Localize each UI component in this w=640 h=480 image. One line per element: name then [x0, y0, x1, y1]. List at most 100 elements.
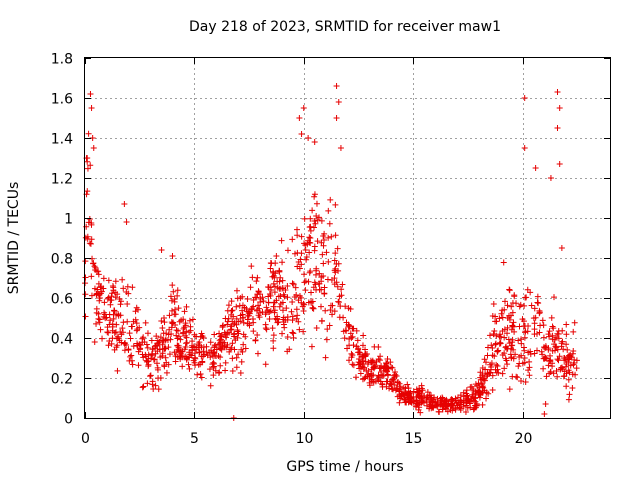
y-tick-label: 0.2: [51, 372, 73, 388]
data-point: [365, 359, 372, 366]
data-point: [503, 357, 510, 364]
data-point: [320, 232, 327, 239]
data-point: [310, 305, 317, 312]
data-point: [174, 335, 181, 342]
data-point: [457, 405, 464, 412]
data-point: [549, 332, 556, 339]
data-point: [95, 271, 102, 278]
data-point: [318, 303, 325, 310]
data-point: [504, 314, 511, 321]
data-point: [112, 294, 119, 301]
data-point: [88, 273, 95, 280]
data-point: [565, 376, 572, 383]
data-point: [153, 360, 160, 367]
data-point: [270, 269, 277, 276]
data-point: [328, 233, 335, 240]
data-point: [196, 349, 203, 356]
data-point: [489, 352, 496, 359]
data-point: [521, 344, 528, 351]
data-point: [307, 227, 314, 234]
data-point: [263, 326, 270, 333]
data-point: [495, 347, 502, 354]
data-point-peak: [121, 201, 128, 207]
data-point: [112, 278, 119, 285]
data-point: [200, 334, 207, 341]
data-point: [107, 297, 114, 304]
data-point: [85, 130, 92, 137]
data-point: [303, 253, 310, 260]
data-point: [149, 352, 156, 359]
data-point: [509, 373, 516, 380]
data-point: [216, 369, 223, 376]
data-point: [526, 358, 533, 365]
data-point: [548, 314, 555, 321]
data-point: [235, 351, 242, 358]
data-point: [452, 406, 459, 413]
data-point: [236, 302, 243, 309]
data-point: [305, 299, 312, 306]
data-point: [565, 352, 572, 359]
data-point: [361, 375, 368, 382]
data-point: [416, 393, 423, 400]
data-point: [96, 316, 103, 323]
data-point: [290, 334, 297, 341]
data-point: [160, 330, 167, 337]
data-point: [479, 401, 486, 408]
data-point: [311, 193, 318, 200]
data-point: [179, 363, 186, 370]
data-point: [316, 214, 323, 221]
data-point: [222, 359, 229, 366]
data-point: [305, 278, 312, 285]
data-point: [284, 348, 291, 355]
data-point: [84, 165, 91, 172]
data-point: [309, 305, 316, 312]
data-point: [165, 344, 172, 351]
data-point: [339, 281, 346, 288]
data-point: [278, 237, 285, 244]
data-point: [331, 308, 338, 315]
data-point: [561, 368, 568, 375]
data-point: [266, 315, 273, 322]
data-point: [372, 362, 379, 369]
data-point: [293, 315, 300, 322]
data-point: [217, 336, 224, 343]
data-point: [313, 213, 320, 220]
data-point: [353, 327, 360, 334]
data-point: [238, 346, 245, 353]
data-point: [329, 302, 336, 309]
data-point: [207, 339, 214, 346]
data-point-peak: [333, 83, 340, 89]
data-point: [553, 367, 560, 374]
data-point: [197, 370, 204, 377]
data-point: [112, 329, 119, 336]
data-point: [111, 346, 118, 353]
data-point: [415, 406, 422, 413]
data-point: [540, 334, 547, 341]
data-point: [554, 330, 561, 337]
data-point: [295, 318, 302, 325]
data-point: [362, 353, 369, 360]
data-point: [490, 301, 497, 308]
data-point: [170, 319, 177, 326]
data-point: [499, 370, 506, 377]
x-tick-label: 0: [81, 431, 90, 447]
data-point: [296, 265, 303, 272]
data-point: [91, 285, 98, 292]
data-point: [162, 336, 169, 343]
data-point: [239, 307, 246, 314]
data-point: [350, 362, 357, 369]
data-point: [148, 337, 155, 344]
data-point: [345, 305, 352, 312]
data-point: [237, 370, 244, 377]
data-point: [99, 335, 106, 342]
data-point: [175, 305, 182, 312]
data-point: [489, 386, 496, 393]
data-point: [171, 306, 178, 313]
data-point: [436, 408, 443, 415]
data-point: [169, 282, 176, 289]
data-point: [316, 270, 323, 277]
data-point: [247, 284, 254, 291]
data-point: [563, 341, 570, 348]
data-point: [353, 343, 360, 350]
data-point: [140, 354, 147, 361]
